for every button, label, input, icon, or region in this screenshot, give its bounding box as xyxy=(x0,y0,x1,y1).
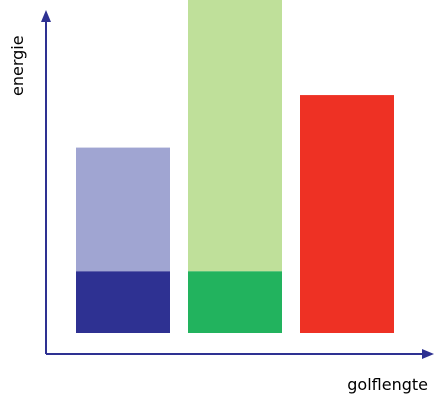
y-axis-arrow-icon xyxy=(41,10,51,22)
bar-2-segment-1 xyxy=(188,271,282,333)
x-axis-arrow-icon xyxy=(422,349,434,359)
bar-3-segment-2 xyxy=(300,95,394,333)
axes-group xyxy=(41,10,434,359)
bar-1-segment-1 xyxy=(76,271,170,333)
bar-2-segment-2 xyxy=(188,0,282,272)
bar-1-segment-2 xyxy=(76,147,170,272)
x-axis-label: golflengte xyxy=(347,375,428,394)
bars-group xyxy=(76,0,394,333)
y-axis-label: energie xyxy=(8,35,27,96)
